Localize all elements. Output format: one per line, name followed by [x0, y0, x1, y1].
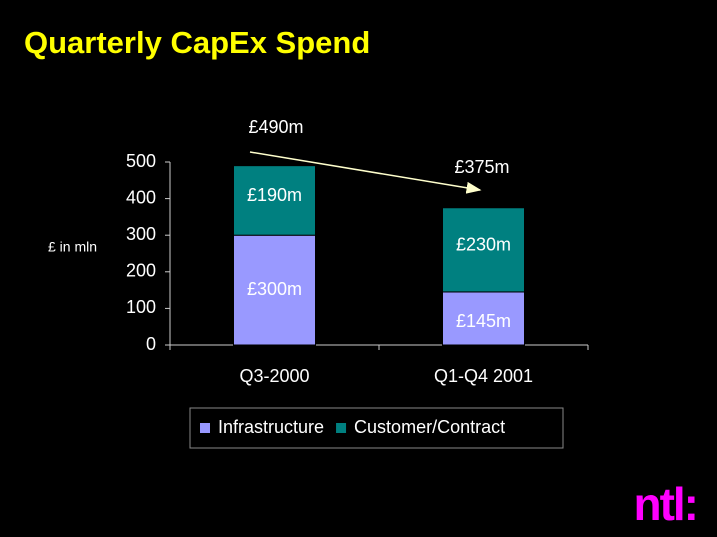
bar-segment — [233, 165, 316, 236]
y-tick-label: 0 — [146, 334, 156, 354]
value-label: £190m — [247, 185, 302, 205]
legend-swatch — [336, 423, 347, 433]
bar-segment — [442, 291, 525, 346]
chart-title: Quarterly CapEx Spend — [24, 25, 370, 60]
value-label: £145m — [456, 311, 511, 331]
y-tick-label: 100 — [126, 297, 156, 317]
y-tick-label: 400 — [126, 187, 156, 207]
annotation: £490m — [248, 117, 303, 137]
legend-box — [189, 407, 564, 449]
arrow — [249, 151, 482, 194]
annotation: £375m — [454, 157, 509, 177]
value-label: £300m — [247, 279, 302, 299]
x-tick-label: Q1-Q4 2001 — [434, 366, 533, 386]
x-tick-label: Q3-2000 — [239, 366, 309, 386]
y-tick-label: 500 — [126, 151, 156, 171]
value-label: £230m — [456, 235, 511, 255]
legend-swatch — [200, 423, 210, 433]
y-axis-label: £ in mln — [48, 239, 97, 255]
y-tick-label: 200 — [126, 261, 156, 281]
bar-segment — [233, 234, 316, 346]
y-tick-label: 300 — [126, 224, 156, 244]
legend-label: Infrastructure — [218, 417, 324, 437]
legend-label: Customer/Contract — [354, 417, 505, 437]
logo: ntl: — [633, 478, 697, 530]
bar-segment — [442, 207, 525, 293]
